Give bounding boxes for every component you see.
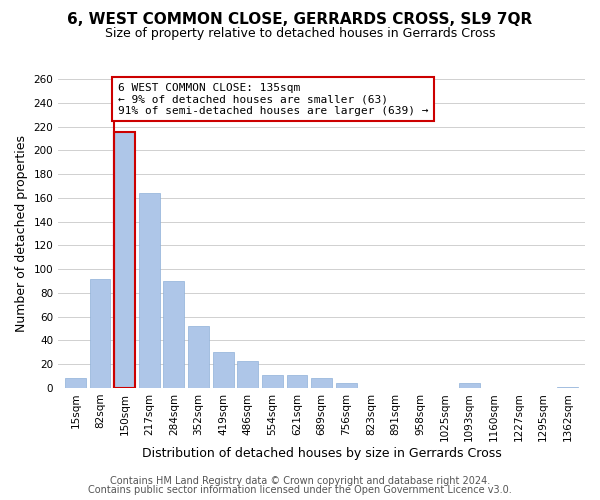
Text: Size of property relative to detached houses in Gerrards Cross: Size of property relative to detached ho… (105, 28, 495, 40)
Bar (237, 360, 258, 388)
Y-axis label: Number of detached properties: Number of detached properties (15, 135, 28, 332)
Bar (163, 281, 184, 388)
Text: Contains HM Land Registry data © Crown copyright and database right 2024.: Contains HM Land Registry data © Crown c… (110, 476, 490, 486)
Bar (557, 386, 578, 388)
Text: 6 WEST COMMON CLOSE: 135sqm
← 9% of detached houses are smaller (63)
91% of semi: 6 WEST COMMON CLOSE: 135sqm ← 9% of deta… (118, 82, 428, 116)
Bar (459, 383, 480, 388)
Bar (114, 132, 135, 388)
Text: Contains public sector information licensed under the Open Government Licence v3: Contains public sector information licen… (88, 485, 512, 495)
Bar (139, 193, 160, 388)
Bar (262, 375, 283, 388)
Bar (311, 378, 332, 388)
Bar (65, 378, 86, 388)
Bar (114, 132, 135, 388)
Bar (188, 326, 209, 388)
Bar (89, 278, 110, 388)
X-axis label: Distribution of detached houses by size in Gerrards Cross: Distribution of detached houses by size … (142, 447, 502, 460)
Bar (212, 352, 233, 388)
Text: 6, WEST COMMON CLOSE, GERRARDS CROSS, SL9 7QR: 6, WEST COMMON CLOSE, GERRARDS CROSS, SL… (67, 12, 533, 28)
Bar (336, 383, 356, 388)
Bar (287, 375, 307, 388)
